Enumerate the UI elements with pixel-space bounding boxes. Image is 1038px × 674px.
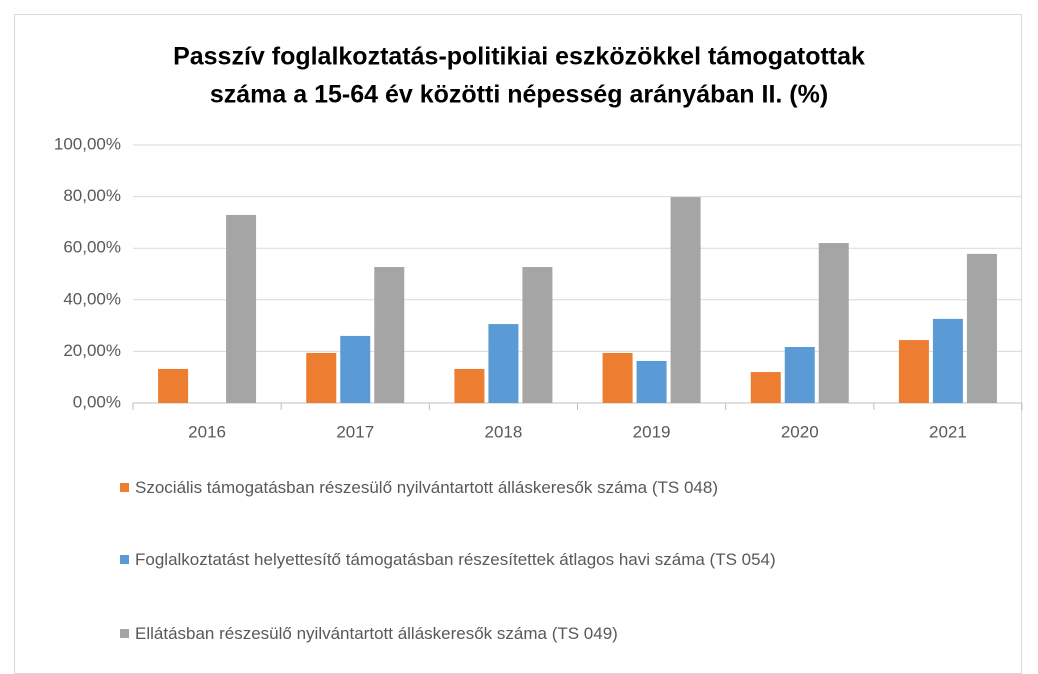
- bar: [898, 340, 929, 403]
- x-tick-label: 2018: [485, 422, 523, 441]
- y-tick-label: 20,00%: [63, 341, 121, 360]
- bar: [340, 335, 371, 403]
- bar: [226, 214, 257, 403]
- legend-item: Ellátásban részesülő nyilvántartott állá…: [120, 622, 1020, 646]
- legend-item: Foglalkoztatást helyettesítő támogatásba…: [120, 548, 1020, 572]
- x-tick-label: 2016: [188, 422, 226, 441]
- bar: [784, 347, 815, 403]
- chart-title: Passzív foglalkoztatás-politikiai eszköz…: [173, 43, 865, 71]
- legend-label: Szociális támogatásban részesülő nyilván…: [135, 478, 718, 497]
- legend-label: Ellátásban részesülő nyilvántartott állá…: [135, 624, 618, 643]
- legend-swatch: [120, 483, 129, 492]
- bar: [966, 253, 997, 403]
- bar: [750, 372, 781, 403]
- bar: [636, 360, 667, 403]
- legend-item: Szociális támogatásban részesülő nyilván…: [120, 476, 820, 500]
- bar: [932, 318, 963, 403]
- x-tick-label: 2021: [929, 422, 967, 441]
- bar: [522, 267, 553, 403]
- y-tick-label: 0,00%: [73, 392, 121, 411]
- y-tick-label: 80,00%: [63, 186, 121, 205]
- legend-label: Foglalkoztatást helyettesítő támogatásba…: [135, 550, 776, 569]
- bar: [454, 368, 485, 403]
- x-tick-label: 2017: [336, 422, 374, 441]
- y-tick-label: 40,00%: [63, 289, 121, 308]
- bar: [374, 267, 405, 403]
- bar: [602, 352, 633, 403]
- legend-swatch: [120, 629, 129, 638]
- bar: [306, 352, 337, 403]
- x-tick-label: 2019: [633, 422, 671, 441]
- legend-swatch: [120, 555, 129, 564]
- y-tick-label: 60,00%: [63, 238, 121, 257]
- bar: [158, 368, 189, 403]
- chart-title: száma a 15-64 év közötti népesség arányá…: [210, 81, 828, 109]
- bar: [818, 243, 849, 403]
- bar: [488, 324, 519, 403]
- x-tick-label: 2020: [781, 422, 819, 441]
- y-tick-label: 100,00%: [54, 134, 121, 153]
- bar: [670, 197, 701, 403]
